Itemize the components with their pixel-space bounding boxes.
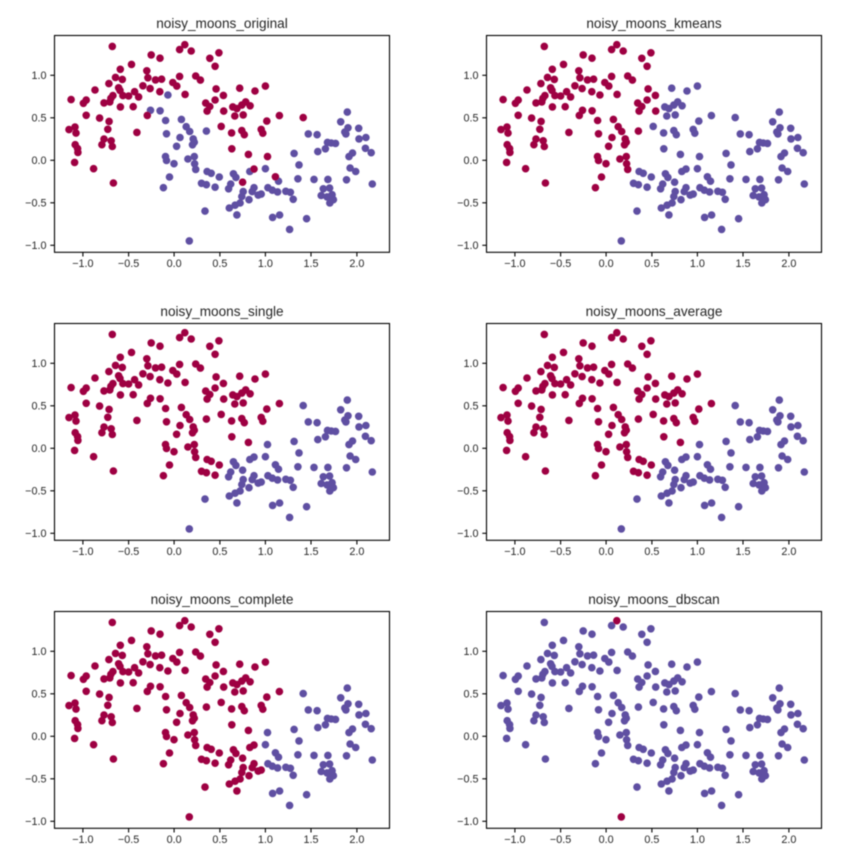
svg-text:noisy_moons_original: noisy_moons_original [156,16,287,31]
svg-text:noisy_moons_kmeans: noisy_moons_kmeans [586,16,721,31]
svg-text:0.0: 0.0 [599,834,614,846]
svg-text:1.0: 1.0 [463,646,478,658]
svg-text:−0.5: −0.5 [25,774,46,786]
svg-text:−1.0: −1.0 [504,258,525,270]
svg-text:1.0: 1.0 [31,358,46,370]
svg-text:1.0: 1.0 [258,546,273,558]
svg-text:−0.5: −0.5 [25,198,46,210]
svg-text:−0.5: −0.5 [457,486,478,498]
svg-text:0.0: 0.0 [599,546,614,558]
svg-text:1.5: 1.5 [735,258,750,270]
svg-text:0.5: 0.5 [463,401,478,413]
svg-text:0.5: 0.5 [644,546,659,558]
svg-text:1.5: 1.5 [735,834,750,846]
svg-text:1.0: 1.0 [258,258,273,270]
svg-text:1.5: 1.5 [303,834,318,846]
svg-text:−0.5: −0.5 [550,546,571,558]
svg-text:0.0: 0.0 [599,258,614,270]
svg-text:2.0: 2.0 [781,258,796,270]
svg-text:0.0: 0.0 [167,546,182,558]
svg-text:0.0: 0.0 [31,155,46,167]
svg-text:2.0: 2.0 [349,258,364,270]
svg-text:−0.5: −0.5 [457,198,478,210]
svg-text:1.5: 1.5 [735,546,750,558]
svg-text:1.0: 1.0 [463,70,478,82]
svg-text:0.5: 0.5 [212,258,227,270]
svg-text:−0.5: −0.5 [118,258,139,270]
svg-text:0.5: 0.5 [212,834,227,846]
svg-text:0.5: 0.5 [31,113,46,125]
svg-text:0.0: 0.0 [463,731,478,743]
svg-text:−0.5: −0.5 [118,834,139,846]
svg-text:−0.5: −0.5 [25,486,46,498]
svg-text:−1.0: −1.0 [72,834,93,846]
svg-text:0.5: 0.5 [31,689,46,701]
svg-text:0.5: 0.5 [31,401,46,413]
svg-text:1.0: 1.0 [690,834,705,846]
svg-text:2.0: 2.0 [781,546,796,558]
svg-text:−0.5: −0.5 [457,774,478,786]
svg-text:−0.5: −0.5 [550,258,571,270]
svg-text:noisy_moons_complete: noisy_moons_complete [151,592,294,607]
svg-text:−0.5: −0.5 [550,834,571,846]
svg-text:−1.0: −1.0 [457,528,478,540]
svg-text:−0.5: −0.5 [118,546,139,558]
svg-text:0.0: 0.0 [31,443,46,455]
svg-text:noisy_moons_single: noisy_moons_single [160,304,283,319]
svg-text:0.5: 0.5 [463,689,478,701]
svg-text:1.0: 1.0 [31,646,46,658]
svg-text:−1.0: −1.0 [504,834,525,846]
svg-text:−1.0: −1.0 [25,528,46,540]
svg-text:0.0: 0.0 [167,834,182,846]
svg-text:2.0: 2.0 [349,546,364,558]
svg-text:1.0: 1.0 [690,258,705,270]
svg-text:0.5: 0.5 [212,546,227,558]
svg-text:0.5: 0.5 [463,113,478,125]
svg-text:−1.0: −1.0 [457,816,478,828]
svg-text:0.0: 0.0 [463,155,478,167]
svg-text:−1.0: −1.0 [504,546,525,558]
svg-text:−1.0: −1.0 [457,240,478,252]
svg-text:1.0: 1.0 [690,546,705,558]
svg-text:1.5: 1.5 [303,258,318,270]
svg-text:noisy_moons_dbscan: noisy_moons_dbscan [588,592,720,607]
svg-text:1.0: 1.0 [31,70,46,82]
svg-text:−1.0: −1.0 [25,240,46,252]
svg-text:−1.0: −1.0 [72,546,93,558]
svg-text:−1.0: −1.0 [72,258,93,270]
svg-text:0.5: 0.5 [644,834,659,846]
svg-text:2.0: 2.0 [781,834,796,846]
svg-text:0.0: 0.0 [31,731,46,743]
svg-text:noisy_moons_average: noisy_moons_average [586,304,723,319]
svg-text:0.0: 0.0 [463,443,478,455]
svg-text:0.0: 0.0 [167,258,182,270]
svg-text:1.0: 1.0 [463,358,478,370]
svg-text:1.5: 1.5 [303,546,318,558]
svg-text:2.0: 2.0 [349,834,364,846]
svg-text:1.0: 1.0 [258,834,273,846]
svg-text:0.5: 0.5 [644,258,659,270]
svg-text:−1.0: −1.0 [25,816,46,828]
